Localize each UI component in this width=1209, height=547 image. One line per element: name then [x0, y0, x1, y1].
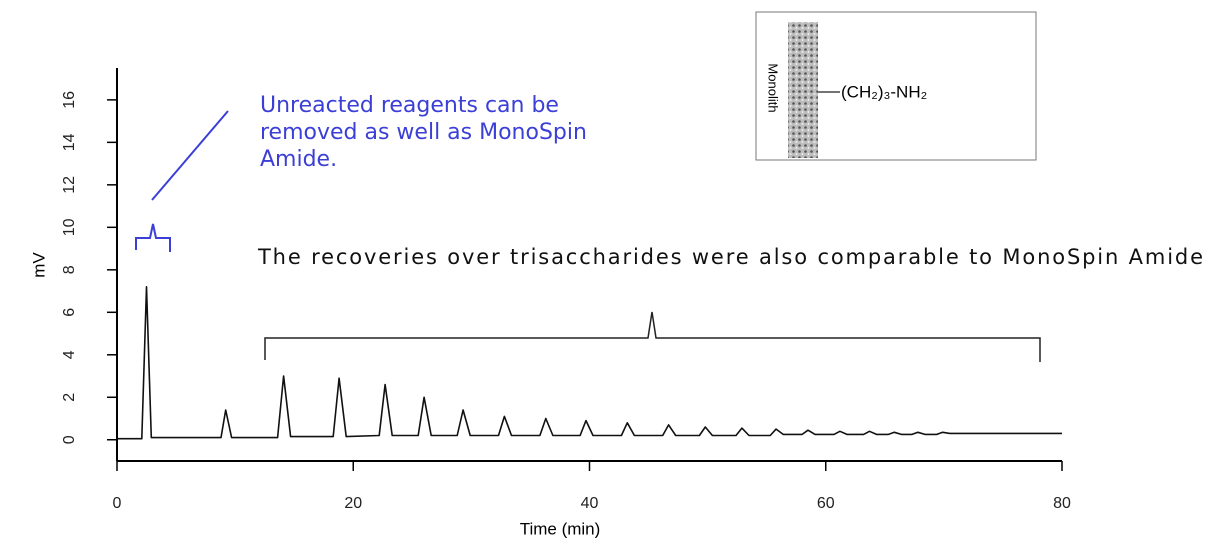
x-tick-label: 80: [1053, 495, 1071, 512]
group-label: (CH₂)₃-NH₂: [841, 82, 927, 101]
x-tick-label: 60: [817, 495, 835, 512]
y-tick-label: 0: [61, 435, 78, 444]
y-tick-label: 8: [61, 265, 78, 274]
y-tick-label: 4: [61, 350, 78, 359]
y-tick-label: 16: [61, 91, 78, 109]
recovery-note: The recoveries over trisaccharides were …: [257, 245, 1203, 269]
y-tick-label: 2: [61, 393, 78, 402]
oligo-bracket: [264, 311, 1041, 362]
reagent-note: Unreacted reagents can be removed as wel…: [260, 93, 587, 172]
support-label: Monolith: [766, 63, 781, 112]
y-tick-label: 14: [61, 133, 78, 151]
monolith-texture: [788, 22, 818, 158]
x-axis-label: Time (min): [520, 519, 601, 538]
trace: [117, 286, 1062, 440]
x-tick-label: 20: [344, 495, 362, 512]
inset: Monolith (CH₂)₃-NH₂: [755, 11, 1037, 161]
y-axis-label: mV: [29, 252, 48, 278]
y-tick-label: 12: [61, 176, 78, 194]
blue-bracket: [135, 110, 229, 252]
x-tick-label: 0: [113, 495, 122, 512]
x-tick-label: 40: [581, 495, 599, 512]
y-tick-label: 10: [61, 218, 78, 236]
y-tick-label: 6: [61, 308, 78, 317]
